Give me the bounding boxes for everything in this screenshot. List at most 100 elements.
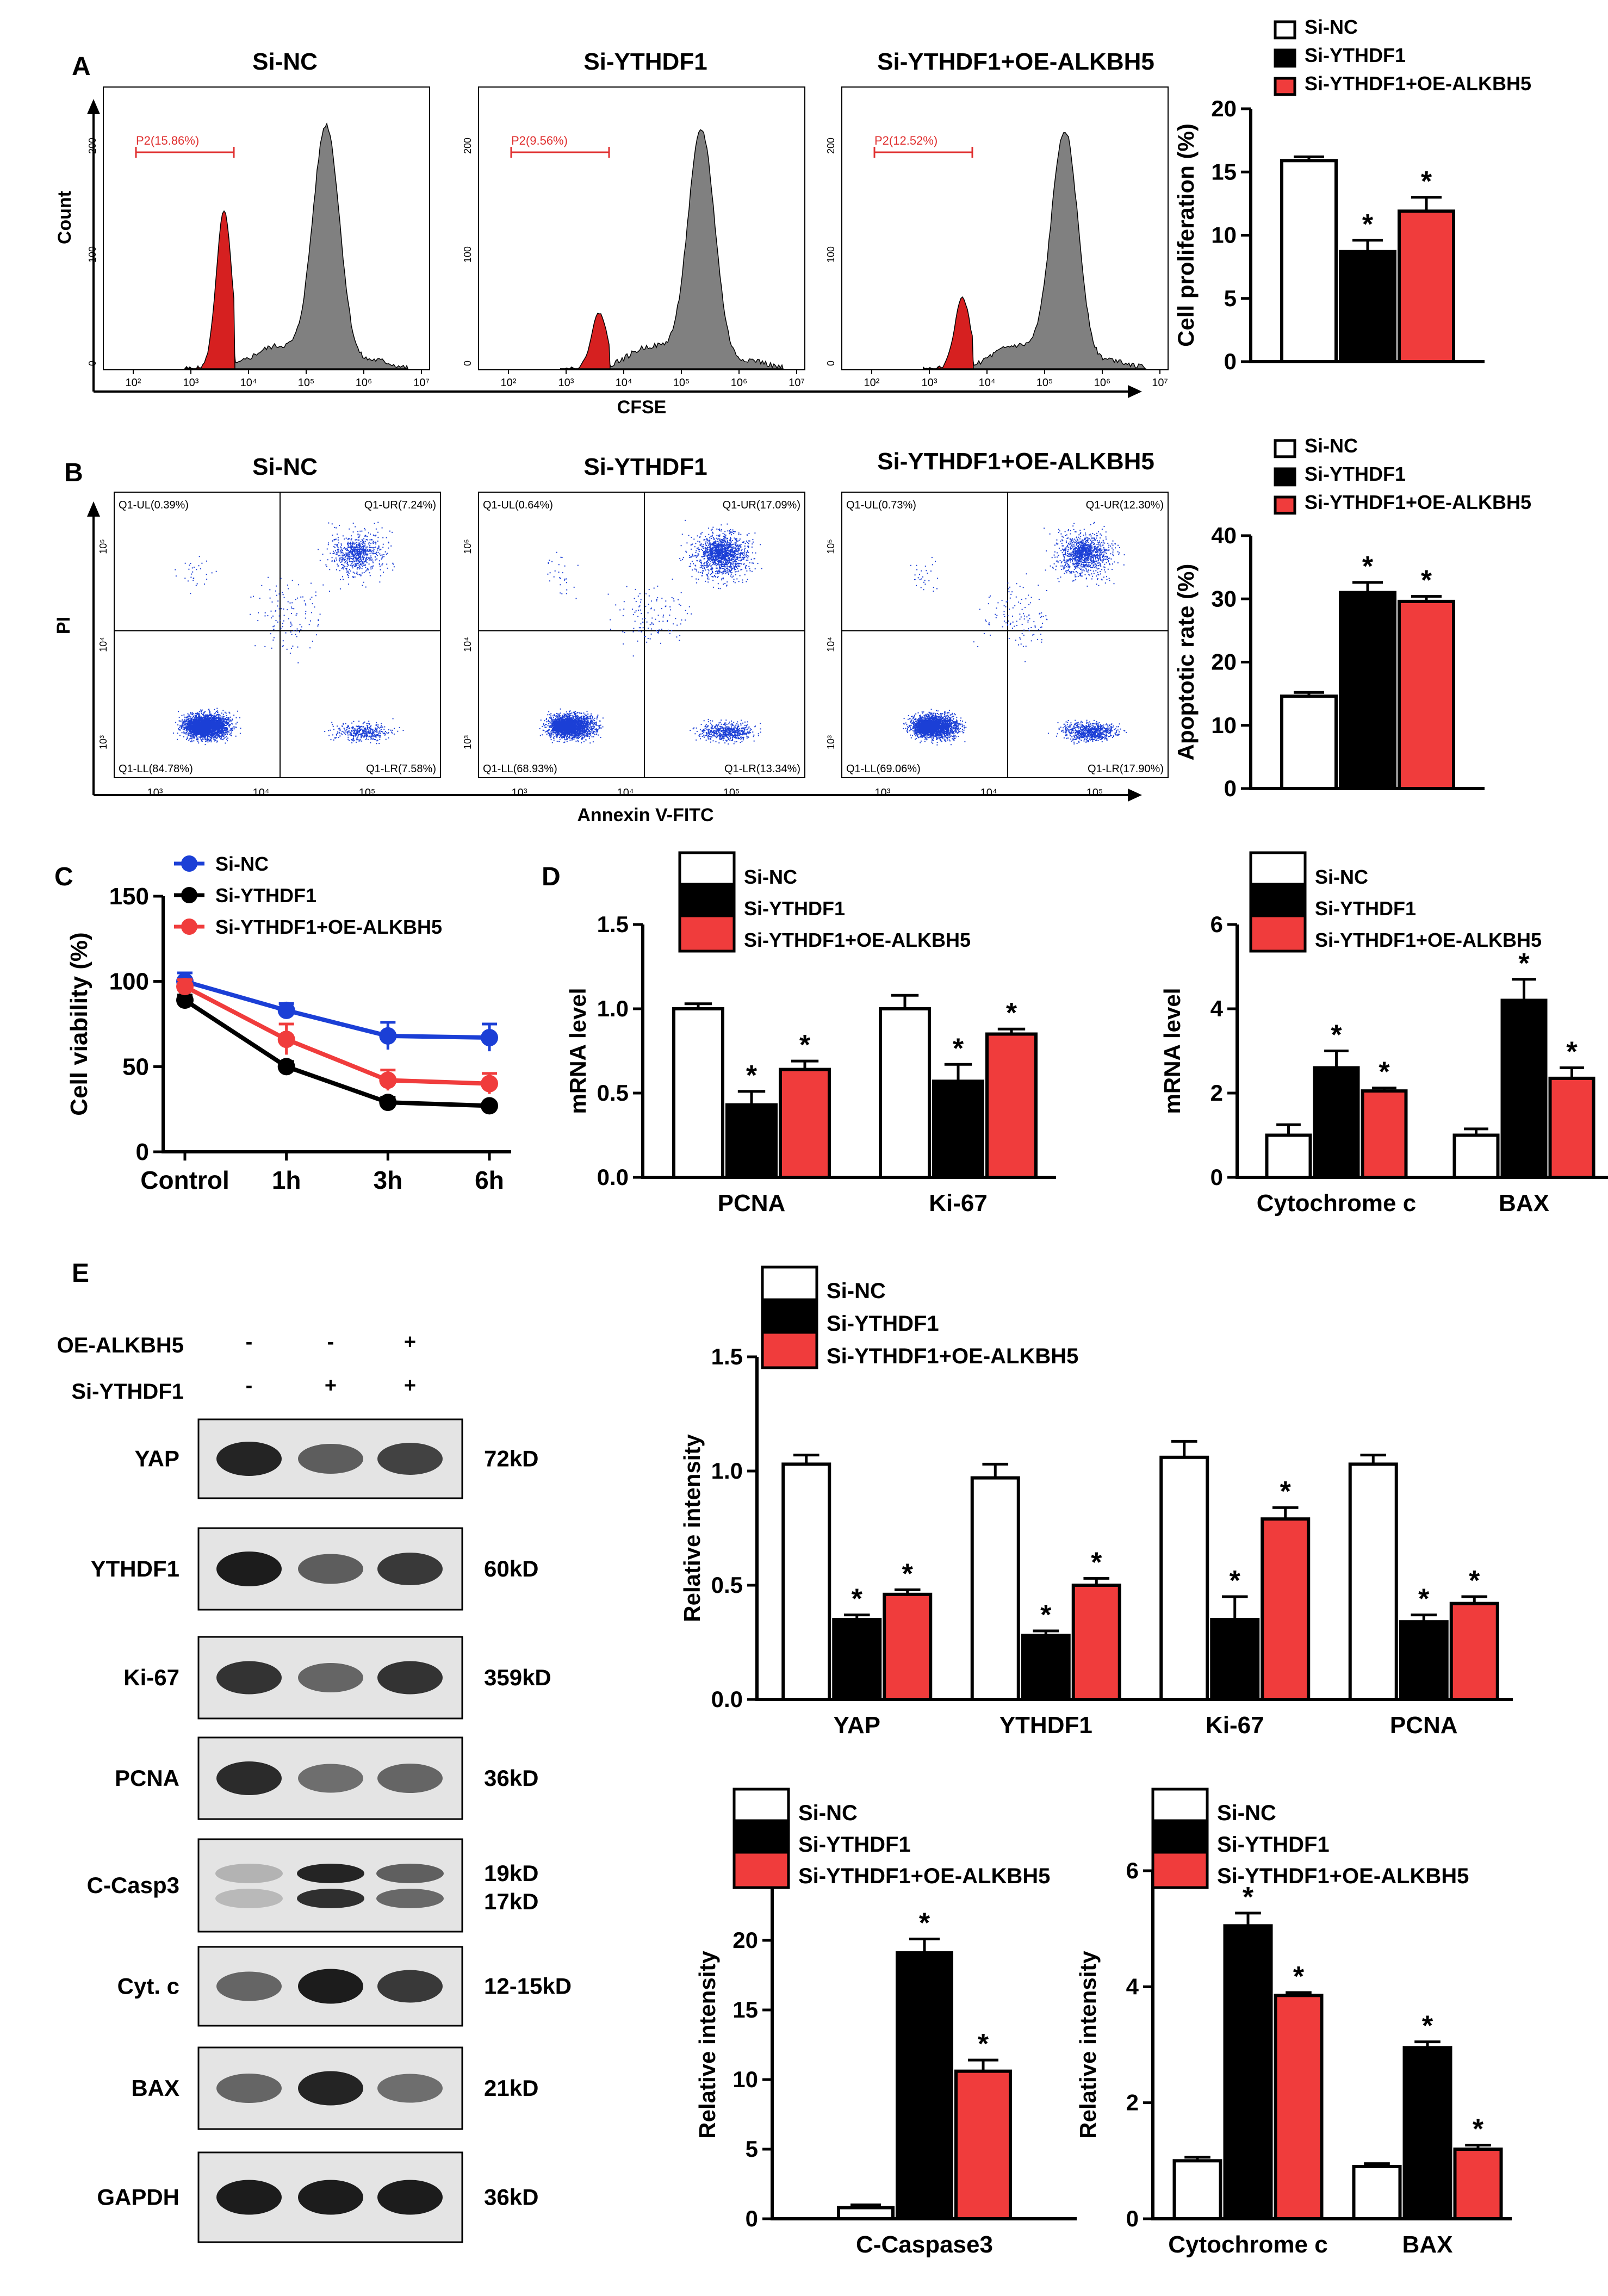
panel-a-flow-title-2: Si-YTHDF1 <box>583 48 707 75</box>
d1-ylabel: mRNA level <box>565 988 591 1114</box>
dot-quad-ul-0: Q1-UL(0.39%) <box>119 499 189 511</box>
panel-a-ylabel: Count <box>54 191 75 244</box>
c_line-line-1 <box>183 998 490 1108</box>
hist-xtick-label-0-5: 10⁷ <box>413 377 429 389</box>
e1-sig-1-2: * <box>1091 1547 1102 1578</box>
c_line-point-1-1 <box>277 1058 295 1076</box>
c_line-point-1-3 <box>481 1097 498 1115</box>
e2-bar-0-0 <box>837 2206 895 2221</box>
blot-name-0: YAP <box>134 1446 179 1472</box>
hist-xtick-label-1-4: 10⁶ <box>731 377 747 389</box>
blot-kd-2: 359kD <box>484 1665 551 1690</box>
oe-sign-1: - <box>246 1331 253 1354</box>
a_bar-legend-label-2: Si-YTHDF1+OE-ALKBH5 <box>1305 72 1531 95</box>
b_bar-sig-0-2: * <box>1421 565 1432 597</box>
d2-bar-1-1 <box>1500 998 1548 1179</box>
panel-a-flow-plot-2: 10² 10³ 10⁴ 10⁵ 10⁶ 10⁷ 0 100 200 P2(9.56%) <box>462 86 805 389</box>
d2-legend-label-0: Si-NC <box>1315 866 1368 888</box>
e1-sig-2-1: * <box>1230 1565 1241 1597</box>
b_bar-legend-label-2: Si-YTHDF1+OE-ALKBH5 <box>1305 491 1531 513</box>
e2-ytick-label-4: 20 <box>732 1927 758 1953</box>
hist-xtick-label-1-0: 10² <box>501 377 517 389</box>
panel-b-flow-title-1: Si-NC <box>252 454 318 480</box>
blot-kd-4: 19kD <box>484 1860 538 1886</box>
e2-bar-0-1 <box>896 1951 953 2221</box>
dot-xtick-1-0: 10³ <box>512 787 527 799</box>
si-sign-1: - <box>246 1374 253 1397</box>
panel-a-xlabel: CFSE <box>617 397 667 418</box>
a_bar-ytick-label-0: 0 <box>1224 349 1237 374</box>
blot-band-4-0-lower <box>215 1889 283 1908</box>
chart-b-bar: 0 10 20 30 40 Apoptotic rate (%) * * Si-NC Si-YTH… <box>1173 435 1531 801</box>
e2-bar-0-2 <box>954 2069 1012 2220</box>
e3-legend-swatch-2 <box>1151 1851 1209 1889</box>
blot-name-5: Cyt. c <box>117 1974 179 1999</box>
blot-band-4-0-upper <box>215 1864 283 1883</box>
oe-sign-3: + <box>404 1331 416 1354</box>
hist-ytick-label-1-2: 200 <box>462 138 473 154</box>
chart-e2: 0510152025Relative intensity**C-Caspase3… <box>694 1788 1077 2258</box>
dot-ytick-1-2: 10⁵ <box>462 539 473 554</box>
a_bar-bar-0-0 <box>1280 159 1338 363</box>
panel-b-flow-plot-2: Q1-UL(0.64%) Q1-UR(17.09%) Q1-LL(68.93%) Q1… <box>462 492 805 799</box>
panel-a-flow-plot-1: 10² 10³ 10⁴ 10⁵ 10⁶ 10⁷ 0 100 200 P2(15.86%) <box>87 86 430 389</box>
e2-legend-swatch-1 <box>732 1819 790 1858</box>
b_bar-legend-swatch-0 <box>1274 439 1296 458</box>
dot-ytick-2-0: 10³ <box>825 735 836 749</box>
d1-bar-0-2 <box>779 1068 831 1179</box>
a_bar-legend-label-1: Si-YTHDF1 <box>1305 44 1406 66</box>
a_bar-sig-0-2: * <box>1421 166 1432 197</box>
blot-band-3-2 <box>377 1764 443 1793</box>
d1-bar-1-2 <box>985 1032 1038 1179</box>
hist-gate-label-1: P2(9.56%) <box>511 134 568 147</box>
hist-ytick-label-1-0: 0 <box>462 361 473 366</box>
e3-sig-1-1: * <box>1422 2010 1433 2042</box>
hist-xtick-label-1-5: 10⁷ <box>789 377 804 389</box>
blot-band-6-1 <box>298 2071 363 2106</box>
blot-name-3: PCNA <box>115 1765 179 1791</box>
e1-sig-2-2: * <box>1280 1476 1292 1507</box>
hist-xtick-label-2-0: 10² <box>864 377 880 389</box>
e3-bar-1-0 <box>1352 2165 1402 2220</box>
blot-band-2-0 <box>216 1661 282 1695</box>
d1-sig-0-1: * <box>746 1060 758 1091</box>
d2-bar-0-0 <box>1265 1133 1312 1179</box>
blot-band-2-2 <box>377 1661 443 1695</box>
dot-ytick-0-0: 10³ <box>98 735 109 749</box>
chart-e3: 0 2 4 6 Relative intensity * * Cytochrome c * * BA… <box>1075 1788 1512 2258</box>
e3-legend-swatch-0 <box>1151 1788 1209 1826</box>
d1-legend-label-0: Si-NC <box>744 866 797 888</box>
hist-xtick-label-2-4: 10⁶ <box>1094 377 1110 389</box>
dot-quad-lr-1: Q1-LR(13.34%) <box>724 763 800 775</box>
panel-b-flow-title-3: Si-YTHDF1+OE-ALKBH5 <box>877 448 1154 475</box>
a_bar-bar-0-2 <box>1398 209 1455 363</box>
panel-a-flow-title-3: Si-YTHDF1+OE-ALKBH5 <box>877 48 1154 75</box>
e1-bar-0-2 <box>883 1592 933 1702</box>
blot-band-5-1 <box>298 1969 363 2004</box>
e1-bar-0-0 <box>781 1462 831 1701</box>
d2-xlabel-0: Cytochrome c <box>1257 1190 1416 1217</box>
panel-a-x-arrowhead <box>1128 385 1142 398</box>
d2-bar-0-1 <box>1313 1066 1360 1179</box>
dot-quad-lr-2: Q1-LR(17.90%) <box>1088 763 1164 775</box>
e3-sig-0-1: * <box>1243 1882 1254 1913</box>
c_line-point-0-3 <box>481 1029 498 1047</box>
d2-legend-label-1: Si-YTHDF1 <box>1315 897 1416 920</box>
si-sign-3: + <box>404 1374 416 1397</box>
e3-bar-1-2 <box>1453 2148 1503 2220</box>
e3-legend-swatch-1 <box>1151 1819 1209 1858</box>
b_bar-legend-label-0: Si-NC <box>1305 435 1358 457</box>
d2-ylabel: mRNA level <box>1159 988 1185 1114</box>
panel-b-flow-title-2: Si-YTHDF1 <box>583 454 707 480</box>
hist-xtick-label-2-1: 10³ <box>922 377 938 389</box>
d1-bar-0-1 <box>725 1103 778 1179</box>
e3-ytick-label-1: 2 <box>1126 2090 1139 2115</box>
hist-xtick-label-1-3: 10⁵ <box>673 377 690 389</box>
e1-bar-0-1 <box>832 1618 882 1701</box>
dot-xtick-1-1: 10⁴ <box>617 787 634 799</box>
b_bar-ytick-label-3: 30 <box>1211 586 1237 611</box>
b_bar-ytick-label-2: 20 <box>1211 649 1237 675</box>
blot-name-4: C-Casp3 <box>87 1872 179 1898</box>
e1-bar-2-0 <box>1159 1455 1209 1702</box>
dot-cloud-2 <box>903 522 1127 746</box>
